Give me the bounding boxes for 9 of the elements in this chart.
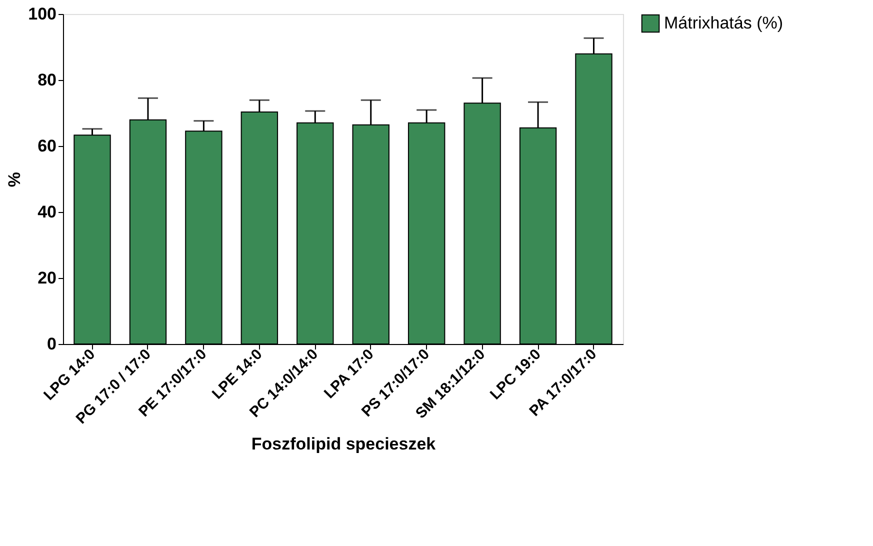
y-tick-label: 0	[47, 334, 56, 354]
y-tick-label: 100	[28, 4, 56, 24]
y-axis-title: %	[5, 172, 24, 188]
y-tick-label: 40	[38, 202, 56, 222]
legend-label: Mátrixhatás (%)	[664, 14, 784, 32]
y-tick-label: 20	[38, 268, 56, 288]
x-axis-title: Foszfolipid specieszek	[251, 434, 436, 454]
y-tick-label: 80	[38, 70, 56, 90]
y-tick-label: 60	[38, 136, 56, 156]
